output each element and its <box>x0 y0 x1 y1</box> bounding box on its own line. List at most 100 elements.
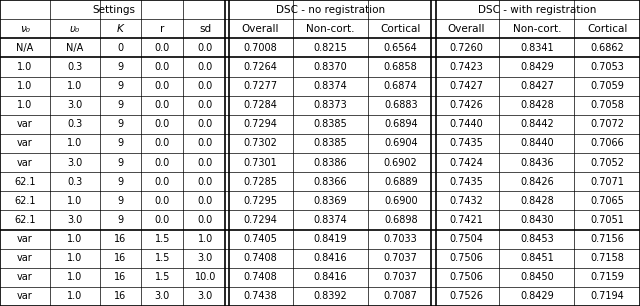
Text: 3.0: 3.0 <box>67 100 83 110</box>
Text: 0.7424: 0.7424 <box>450 158 483 168</box>
Text: 0.8370: 0.8370 <box>314 62 348 72</box>
Text: 3.0: 3.0 <box>67 158 83 168</box>
Text: 0.7037: 0.7037 <box>384 253 418 263</box>
Text: 0.0: 0.0 <box>155 158 170 168</box>
Text: sd: sd <box>199 24 211 34</box>
Text: 0.7426: 0.7426 <box>450 100 483 110</box>
Text: 1.0: 1.0 <box>67 291 83 301</box>
Text: 0.8369: 0.8369 <box>314 196 348 206</box>
Text: Settings: Settings <box>92 5 135 15</box>
Text: 0.6902: 0.6902 <box>384 158 417 168</box>
Text: 62.1: 62.1 <box>14 215 36 225</box>
Text: var: var <box>17 158 33 168</box>
Text: 0.7506: 0.7506 <box>450 272 483 282</box>
Text: 3.0: 3.0 <box>155 291 170 301</box>
Text: 1.0: 1.0 <box>67 253 83 263</box>
Text: var: var <box>17 253 33 263</box>
Text: 0.8385: 0.8385 <box>314 138 348 148</box>
Text: 0.7059: 0.7059 <box>590 81 624 91</box>
Text: DSC - with registration: DSC - with registration <box>477 5 596 15</box>
Text: 0.8453: 0.8453 <box>520 234 554 244</box>
Text: 0.8341: 0.8341 <box>520 43 554 53</box>
Text: 0.0: 0.0 <box>155 81 170 91</box>
Text: 0.8366: 0.8366 <box>314 177 348 187</box>
Text: 0.0: 0.0 <box>155 119 170 129</box>
Text: 0.0: 0.0 <box>155 100 170 110</box>
Text: 0.7506: 0.7506 <box>450 253 483 263</box>
Text: 62.1: 62.1 <box>14 196 36 206</box>
Text: 0.7284: 0.7284 <box>243 100 277 110</box>
Text: 9: 9 <box>117 158 124 168</box>
Text: 0.8373: 0.8373 <box>314 100 348 110</box>
Text: Overall: Overall <box>448 24 485 34</box>
Text: 16: 16 <box>115 272 127 282</box>
Text: 1.0: 1.0 <box>17 62 33 72</box>
Text: 1.5: 1.5 <box>154 272 170 282</box>
Text: 0.6883: 0.6883 <box>384 100 417 110</box>
Text: var: var <box>17 234 33 244</box>
Text: r: r <box>160 24 164 34</box>
Text: 0.7294: 0.7294 <box>243 119 277 129</box>
Text: 62.1: 62.1 <box>14 177 36 187</box>
Text: 0.7421: 0.7421 <box>450 215 483 225</box>
Text: 0.7065: 0.7065 <box>590 196 624 206</box>
Text: 1.5: 1.5 <box>154 234 170 244</box>
Text: 1.0: 1.0 <box>67 272 83 282</box>
Text: 0.8416: 0.8416 <box>314 272 348 282</box>
Text: 1.0: 1.0 <box>198 234 212 244</box>
Text: 0.0: 0.0 <box>198 100 212 110</box>
Text: 0.8428: 0.8428 <box>520 196 554 206</box>
Text: 0.7159: 0.7159 <box>590 272 624 282</box>
Text: 0.7066: 0.7066 <box>590 138 624 148</box>
Text: 0.7194: 0.7194 <box>590 291 624 301</box>
Text: 0.7408: 0.7408 <box>243 272 277 282</box>
Text: 0.0: 0.0 <box>155 138 170 148</box>
Text: 0.7033: 0.7033 <box>384 234 417 244</box>
Text: 0.8450: 0.8450 <box>520 272 554 282</box>
Text: 0.7408: 0.7408 <box>243 253 277 263</box>
Text: var: var <box>17 272 33 282</box>
Text: 0.8429: 0.8429 <box>520 62 554 72</box>
Text: 0.7405: 0.7405 <box>243 234 277 244</box>
Text: 0.6904: 0.6904 <box>384 138 417 148</box>
Text: 0.6564: 0.6564 <box>384 43 417 53</box>
Text: 9: 9 <box>117 81 124 91</box>
Text: 16: 16 <box>115 291 127 301</box>
Text: 0.7052: 0.7052 <box>590 158 624 168</box>
Text: ν₀: ν₀ <box>20 24 30 34</box>
Text: 0.7526: 0.7526 <box>449 291 484 301</box>
Text: 0.7435: 0.7435 <box>450 177 483 187</box>
Text: 10.0: 10.0 <box>195 272 216 282</box>
Text: 0.8451: 0.8451 <box>520 253 554 263</box>
Text: 0.8416: 0.8416 <box>314 253 348 263</box>
Text: 0.7504: 0.7504 <box>450 234 483 244</box>
Text: 0.7051: 0.7051 <box>590 215 624 225</box>
Text: 0.8426: 0.8426 <box>520 177 554 187</box>
Text: 0.0: 0.0 <box>155 215 170 225</box>
Text: 9: 9 <box>117 215 124 225</box>
Text: 1.5: 1.5 <box>154 253 170 263</box>
Text: 0.0: 0.0 <box>198 62 212 72</box>
Text: 0.8427: 0.8427 <box>520 81 554 91</box>
Text: 0.7302: 0.7302 <box>243 138 277 148</box>
Text: K: K <box>117 24 124 34</box>
Text: 0.6898: 0.6898 <box>384 215 417 225</box>
Text: 0.8215: 0.8215 <box>314 43 348 53</box>
Text: 1.0: 1.0 <box>17 81 33 91</box>
Text: var: var <box>17 138 33 148</box>
Text: N/A: N/A <box>66 43 83 53</box>
Text: Cortical: Cortical <box>587 24 627 34</box>
Text: 0.7438: 0.7438 <box>243 291 277 301</box>
Text: 0.7423: 0.7423 <box>450 62 483 72</box>
Text: 0.7264: 0.7264 <box>243 62 277 72</box>
Text: 0.7087: 0.7087 <box>384 291 418 301</box>
Text: 9: 9 <box>117 119 124 129</box>
Text: 0.6889: 0.6889 <box>384 177 417 187</box>
Text: Overall: Overall <box>241 24 279 34</box>
Text: 0.7071: 0.7071 <box>590 177 624 187</box>
Text: 0.8429: 0.8429 <box>520 291 554 301</box>
Text: 16: 16 <box>115 234 127 244</box>
Text: 0.0: 0.0 <box>198 119 212 129</box>
Text: 0.7008: 0.7008 <box>243 43 277 53</box>
Text: 0.8442: 0.8442 <box>520 119 554 129</box>
